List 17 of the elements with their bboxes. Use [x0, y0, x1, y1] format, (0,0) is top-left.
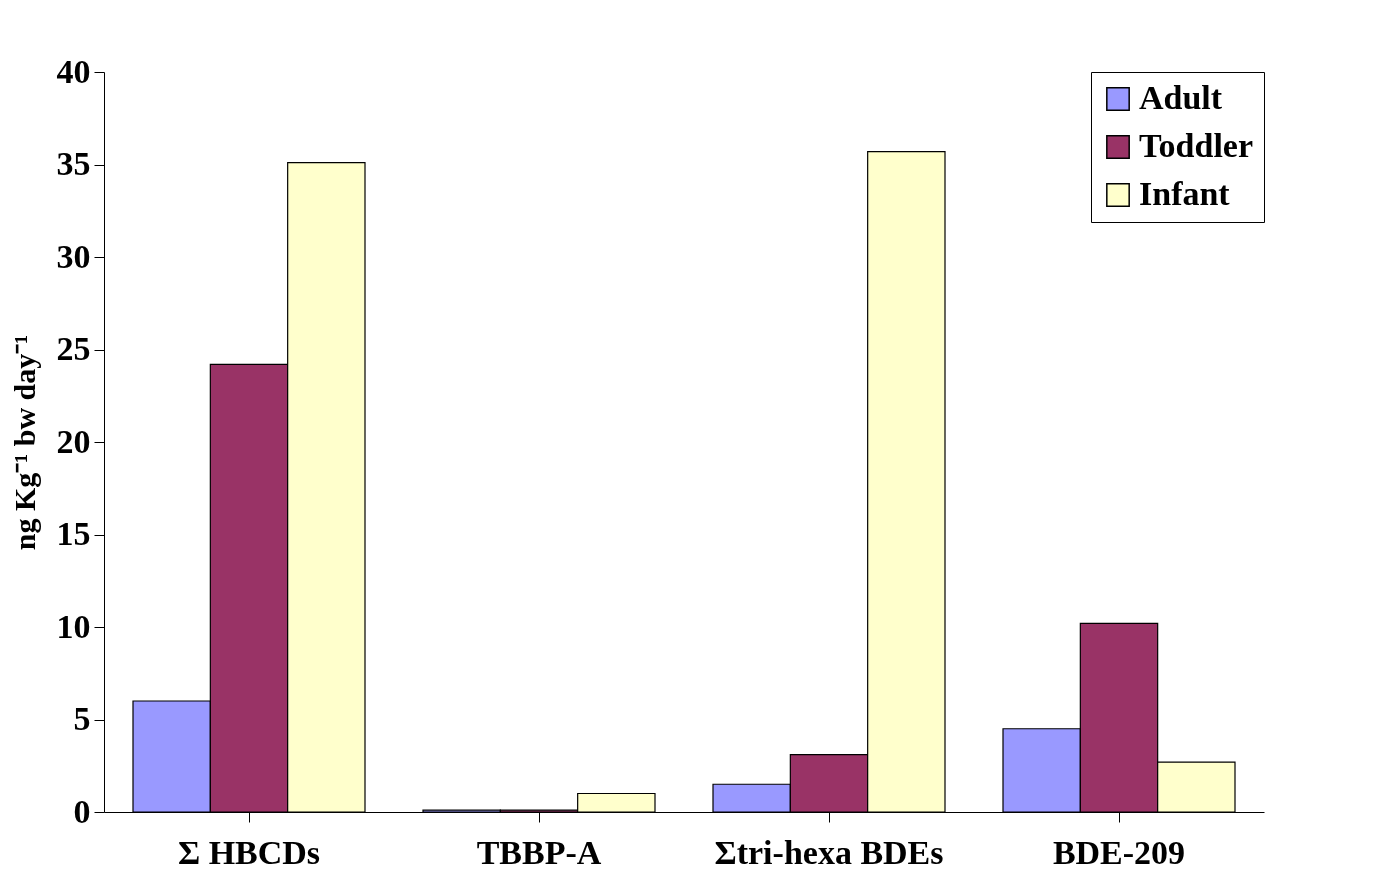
x-tick-label: BDE-209	[1052, 833, 1186, 871]
x-tick-label: Σtri-hexa BDEs	[714, 833, 944, 871]
y-tick-label: 5	[73, 700, 91, 737]
x-tick-label: TBBP-A	[476, 833, 602, 871]
y-tick-label: 10	[56, 607, 91, 645]
y-tick-label: 15	[56, 515, 91, 552]
y-tick-label: 25	[56, 330, 91, 367]
y-tick-label: 40	[56, 52, 91, 90]
legend-label: Infant	[1139, 175, 1231, 212]
y-tick-label: 35	[56, 145, 91, 182]
y-tick-label: 0	[73, 792, 91, 830]
x-tick-label: Σ HBCDs	[177, 833, 321, 871]
y-tick-label: 20	[56, 422, 91, 460]
legend-label: Adult	[1139, 79, 1223, 116]
y-tick-label: 30	[56, 237, 91, 275]
legend-label: Toddler	[1139, 127, 1254, 164]
y-axis-title: ng Kg⁻¹ bw day⁻¹	[7, 334, 41, 551]
